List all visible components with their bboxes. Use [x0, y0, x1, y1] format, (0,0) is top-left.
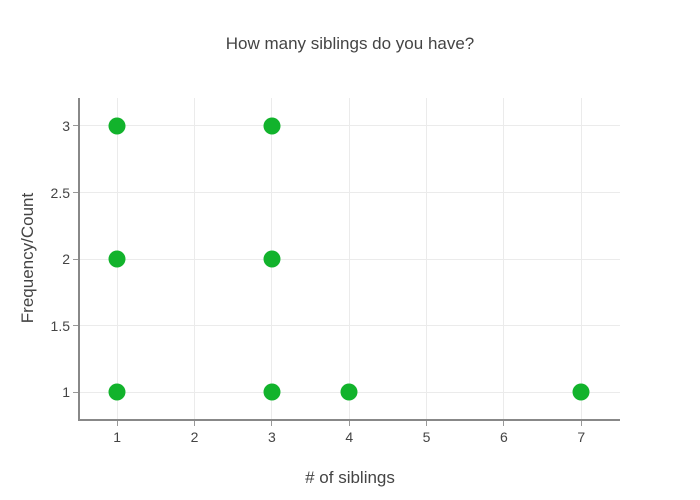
x-tick-mark	[503, 421, 505, 426]
x-tick-label: 4	[345, 429, 354, 445]
x-gridline	[348, 98, 350, 419]
data-point[interactable]	[263, 117, 281, 135]
data-point[interactable]	[108, 250, 126, 268]
data-point[interactable]	[340, 383, 358, 401]
y-tick-label: 3	[62, 117, 70, 134]
y-gridline	[80, 125, 620, 127]
x-tick-label: 2	[190, 429, 199, 445]
x-tick-label: 3	[267, 429, 276, 445]
x-tick-mark	[193, 421, 195, 426]
y-tick-mark	[73, 192, 78, 194]
x-tick-label: 7	[577, 429, 586, 445]
x-axis-line	[78, 419, 620, 421]
y-tick-mark	[73, 258, 78, 260]
y-gridline	[80, 325, 620, 327]
y-tick-label: 2	[62, 251, 70, 268]
plot-area: 1 2 3 4 5 6 7 1 1.5 2 2.5 3	[51, 98, 620, 445]
data-point[interactable]	[572, 383, 590, 401]
x-gridline	[193, 98, 195, 419]
data-point[interactable]	[108, 383, 126, 401]
y-tick-mark	[73, 391, 78, 393]
y-gridline	[80, 258, 620, 260]
x-tick-mark	[580, 421, 582, 426]
y-tick-label: 1	[62, 384, 70, 401]
y-gridline	[80, 192, 620, 194]
data-point[interactable]	[263, 383, 281, 401]
y-axis-line	[78, 98, 80, 421]
x-tick-label: 5	[422, 429, 431, 445]
x-tick-mark	[426, 421, 428, 426]
y-tick-mark	[73, 325, 78, 327]
x-gridline	[503, 98, 505, 419]
x-tick-label: 6	[500, 429, 508, 445]
x-tick-mark	[348, 421, 350, 426]
x-tick-label: 1	[113, 429, 122, 445]
x-axis-title: # of siblings	[305, 468, 395, 487]
data-point[interactable]	[108, 117, 126, 135]
x-gridline	[580, 98, 582, 419]
y-tick-label: 1.5	[50, 317, 70, 334]
x-tick-mark	[116, 421, 118, 426]
y-tick-label: 2.5	[50, 184, 70, 201]
y-axis-title: Frequency/Count	[18, 192, 37, 324]
data-point[interactable]	[263, 250, 281, 268]
x-gridline	[426, 98, 428, 419]
y-tick-mark	[73, 125, 78, 127]
x-tick-mark	[271, 421, 273, 426]
chart-title: How many siblings do you have?	[225, 34, 475, 53]
